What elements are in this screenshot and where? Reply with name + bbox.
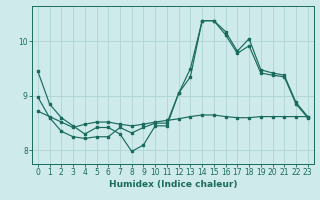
X-axis label: Humidex (Indice chaleur): Humidex (Indice chaleur) (108, 180, 237, 189)
